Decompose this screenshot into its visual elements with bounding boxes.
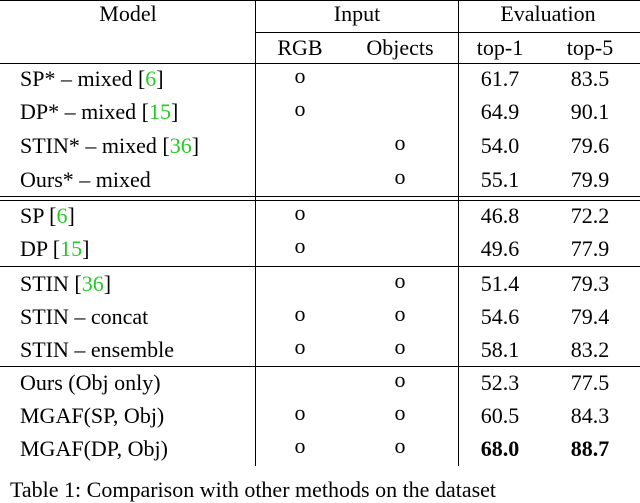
top1: 54.6 xyxy=(480,304,520,329)
model-cell: DP* – mixed [15] xyxy=(20,99,178,125)
model-cell: DP [15] xyxy=(20,236,89,262)
objects-mark: o xyxy=(394,164,406,189)
rule xyxy=(0,266,640,267)
rule xyxy=(0,196,640,197)
objects-mark: o xyxy=(394,268,406,293)
header: RGB xyxy=(277,35,323,60)
header: Evaluation xyxy=(500,1,596,26)
top5: 79.6 xyxy=(570,133,610,158)
rgb-mark: o xyxy=(294,334,306,359)
model-name: SP [ xyxy=(20,203,57,228)
top5: 79.4 xyxy=(570,304,610,329)
model-name: ] xyxy=(103,271,112,296)
rgb-mark: o xyxy=(294,96,306,121)
header: Model xyxy=(99,1,157,26)
model-name: ] xyxy=(67,203,75,228)
top5: 77.9 xyxy=(570,236,610,261)
model-cell: STIN* – mixed [36] xyxy=(20,133,199,159)
top1: 55.1 xyxy=(480,167,520,192)
model-cell: SP [6] xyxy=(20,203,75,229)
objects-mark: o xyxy=(394,400,406,425)
model-cell: SP* – mixed [6] xyxy=(20,66,164,92)
rule xyxy=(458,0,459,466)
top1: 46.8 xyxy=(480,203,520,228)
rgb-mark: o xyxy=(294,233,306,258)
top1: 49.6 xyxy=(480,236,520,261)
citation: 36 xyxy=(81,271,104,296)
header: Objects xyxy=(366,35,434,60)
citation: 6 xyxy=(56,203,68,228)
rule xyxy=(0,366,640,367)
top1: 68.0 xyxy=(480,436,520,461)
header: top-1 xyxy=(476,35,524,60)
model-cell: STIN – ensemble xyxy=(20,337,174,363)
objects-mark: o xyxy=(394,433,406,458)
model-cell: MGAF(DP, Obj) xyxy=(20,436,168,462)
objects-mark: o xyxy=(394,301,406,326)
rule xyxy=(0,200,640,201)
rule xyxy=(0,0,640,1)
model-name: MGAF(DP, Obj) xyxy=(20,436,168,461)
model-name: STIN – concat xyxy=(20,304,149,329)
objects-mark: o xyxy=(394,334,406,359)
top5: 72.2 xyxy=(570,203,610,228)
top5: 83.2 xyxy=(570,337,610,362)
top5: 77.5 xyxy=(570,370,610,395)
header: top-5 xyxy=(566,35,614,60)
model-name: Ours (Obj only) xyxy=(20,370,161,395)
top5: 84.3 xyxy=(570,403,610,428)
objects-mark: o xyxy=(394,130,406,155)
top5: 88.7 xyxy=(570,436,610,461)
top1: 61.7 xyxy=(480,66,520,91)
model-name: Ours* – mixed xyxy=(20,167,151,192)
header: Input xyxy=(333,1,381,26)
top5: 83.5 xyxy=(570,66,610,91)
model-name: MGAF(SP, Obj) xyxy=(20,403,165,428)
top5: 79.3 xyxy=(570,271,610,296)
model-cell: MGAF(SP, Obj) xyxy=(20,403,164,429)
model-name: ] xyxy=(156,66,164,91)
model-name: DP [ xyxy=(20,236,61,261)
model-cell: STIN – concat xyxy=(20,304,148,330)
rgb-mark: o xyxy=(294,63,306,88)
model-cell: Ours* – mixed xyxy=(20,167,151,193)
rgb-mark: o xyxy=(294,400,306,425)
objects-mark: o xyxy=(394,367,406,392)
citation: 15 xyxy=(148,99,171,124)
model-name: DP* – mixed [ xyxy=(20,99,149,124)
rgb-mark: o xyxy=(294,433,306,458)
model-name: SP* – mixed [ xyxy=(20,66,146,91)
top1: 54.0 xyxy=(480,133,520,158)
top1: 52.3 xyxy=(480,370,520,395)
model-name: ] xyxy=(170,99,179,124)
citation: 36 xyxy=(169,133,192,158)
top1: 51.4 xyxy=(480,271,520,296)
top5: 90.1 xyxy=(570,99,610,124)
citation: 15 xyxy=(60,236,83,261)
rgb-mark: o xyxy=(294,301,306,326)
model-cell: Ours (Obj only) xyxy=(20,370,161,396)
rule xyxy=(255,0,256,466)
top5: 79.9 xyxy=(570,167,610,192)
rule xyxy=(256,32,640,33)
top1: 60.5 xyxy=(480,403,520,428)
top1: 64.9 xyxy=(480,99,520,124)
rgb-mark: o xyxy=(294,200,306,225)
model-cell: STIN [36] xyxy=(20,271,111,297)
model-name: STIN – ensemble xyxy=(20,337,174,362)
citation: 6 xyxy=(145,66,157,91)
top1: 58.1 xyxy=(480,337,520,362)
model-name: STIN* – mixed [ xyxy=(20,133,170,158)
rule xyxy=(0,63,640,64)
model-name: STIN [ xyxy=(20,271,82,296)
model-name: ] xyxy=(191,133,200,158)
model-name: ] xyxy=(82,236,90,261)
caption: Table 1: Comparison with other methods o… xyxy=(10,477,497,502)
